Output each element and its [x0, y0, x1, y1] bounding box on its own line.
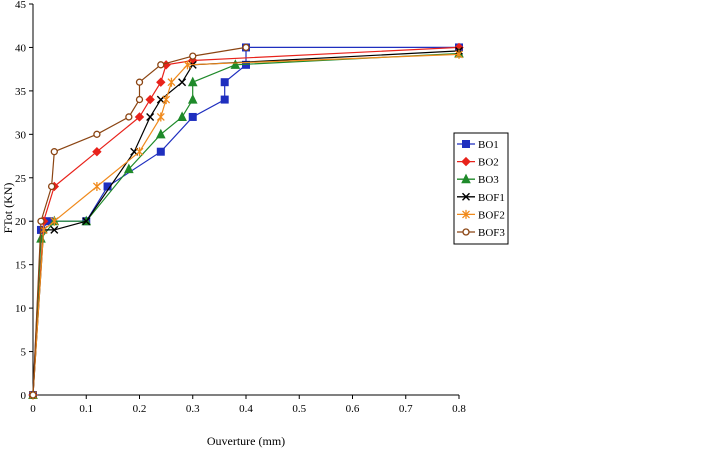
- data-point-bof2: [135, 147, 144, 157]
- y-tick-label: 10: [15, 303, 27, 315]
- y-tick-label: 20: [15, 216, 27, 228]
- data-point-bof3: [135, 95, 144, 104]
- data-point-bof1: [178, 78, 187, 87]
- data-point-bof2: [183, 60, 192, 70]
- x-tick-label: 0.8: [452, 403, 466, 415]
- y-tick-label: 0: [21, 390, 27, 402]
- x-tick-label: 0.3: [186, 403, 200, 415]
- data-point-bo3: [230, 59, 241, 69]
- data-point-bof2: [455, 49, 463, 59]
- series-bo2: [28, 42, 464, 400]
- series-line-bof1: [32, 50, 460, 396]
- data-point-bo3: [187, 93, 198, 104]
- data-point-bo2: [92, 147, 102, 157]
- legend-marker-bo3: [461, 173, 471, 184]
- legend: BO1 BO2 BO3 BOF1 BOF2 BOF3: [453, 132, 509, 245]
- x-tick-label: 0.2: [133, 403, 147, 415]
- data-point-bo3: [187, 76, 198, 87]
- data-point-bo1: [220, 95, 229, 104]
- data-point-bo1: [156, 147, 165, 156]
- legend-label-bo1: BO1: [478, 139, 499, 151]
- data-point-bo3: [124, 163, 134, 174]
- data-point-bof1: [146, 112, 155, 121]
- data-point-bo3: [155, 128, 166, 139]
- x-tick-label: 0.7: [399, 403, 413, 415]
- data-point-bof3: [37, 217, 45, 225]
- legend-marker-bo2: [461, 156, 471, 167]
- plot-area: [28, 42, 464, 400]
- x-tick-label: 0.5: [292, 403, 306, 415]
- x-tick-label: 0.6: [346, 403, 360, 415]
- y-tick-label: 30: [15, 129, 27, 141]
- series-line-bo2: [32, 46, 460, 396]
- legend-label-bo2: BO2: [478, 157, 499, 169]
- x-tick-label: 0: [30, 403, 36, 415]
- data-point-bof3: [93, 130, 101, 138]
- series-line-bo1: [32, 46, 459, 396]
- series-bof1: [29, 46, 463, 399]
- legend-marker-bof2: [462, 209, 470, 219]
- series-bo1: [29, 43, 463, 399]
- y-tick-label: 25: [15, 173, 27, 185]
- legend-item-bo1: BO1: [457, 139, 499, 151]
- data-point-bof1: [82, 217, 91, 226]
- data-point-bof3: [242, 43, 250, 52]
- data-point-bof1: [50, 225, 59, 234]
- y-axis-title: FTot (KN): [1, 183, 15, 234]
- legend-label-bo3: BO3: [478, 174, 499, 186]
- data-point-bof3: [29, 391, 37, 399]
- x-axis-title: Ouverture (mm): [207, 434, 285, 448]
- data-point-bof3: [50, 148, 58, 156]
- data-point-bof3: [135, 78, 144, 86]
- axes: 0 5 10 15 20 25 30 35 40 45 0 0.1 0.2 0.3 0.4 0.5 0.6 0.7…: [15, 0, 466, 415]
- series-line-bo3: [32, 52, 460, 396]
- legend-item-bof2: BOF2: [457, 209, 505, 221]
- legend-item-bof1: BOF1: [457, 192, 505, 204]
- y-tick-label: 5: [21, 347, 27, 359]
- data-point-bof2: [167, 77, 176, 87]
- legend-item-bo2: BO2: [457, 157, 499, 169]
- data-point-bof2: [39, 225, 48, 235]
- x-tick-label: 0.4: [239, 403, 253, 415]
- series-bo3: [28, 47, 464, 399]
- data-point-bof2: [162, 95, 171, 105]
- data-point-bof2: [92, 181, 101, 191]
- data-point-bo2: [156, 77, 166, 87]
- data-point-bof2: [156, 112, 165, 122]
- legend-label-bof2: BOF2: [478, 209, 505, 221]
- data-point-bo1: [220, 78, 229, 87]
- series-line-bof2: [32, 53, 460, 396]
- data-point-bof3: [157, 61, 165, 69]
- legend-item-bo3: BO3: [457, 173, 499, 186]
- data-point-bof3: [47, 182, 56, 191]
- data-point-bof3: [189, 52, 197, 60]
- data-point-bo1: [188, 112, 197, 121]
- y-tick-label: 40: [15, 42, 27, 54]
- legend-marker-bof3: [462, 228, 470, 236]
- y-tick-label: 35: [15, 86, 27, 98]
- x-tick-label: 0.1: [79, 403, 93, 415]
- legend-box: [453, 132, 509, 245]
- data-point-bof2: [50, 216, 59, 226]
- legend-item-bof3: BOF3: [457, 227, 505, 239]
- data-point-bof3: [125, 113, 133, 121]
- y-tick-label: 45: [15, 0, 27, 11]
- data-point-bo2: [134, 112, 145, 122]
- legend-label-bof1: BOF1: [478, 192, 505, 204]
- legend-marker-bof1: [462, 192, 470, 201]
- y-tick-label: 15: [15, 260, 27, 272]
- data-point-bo3: [177, 111, 187, 121]
- legend-label-bof3: BOF3: [478, 227, 505, 239]
- series-bof2: [29, 49, 463, 400]
- series-bof3: [29, 43, 250, 399]
- data-point-bo2: [145, 94, 155, 105]
- legend-marker-bo1: [462, 140, 470, 148]
